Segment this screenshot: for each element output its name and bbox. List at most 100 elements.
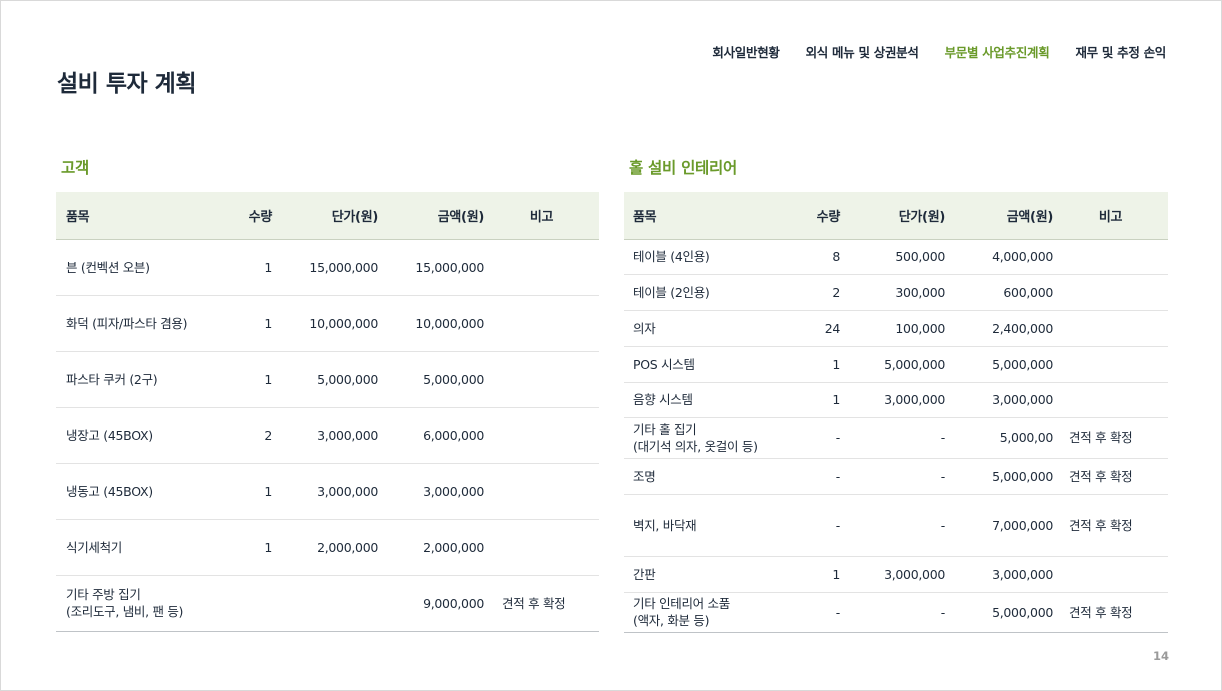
table-row: 벽지, 바닥재 - -7,000,000 견적 후 확정 [624,494,1168,557]
cell-item: POS 시스템 [624,346,794,383]
page-title: 설비 투자 계획 [57,71,196,97]
table-row: 의자 24 100,000 2,400,000 [624,310,1168,347]
cell-item-line: 기타 인테리어 소품 [633,596,730,611]
cell-amount: 7,000,000 [945,494,1053,557]
cell-item: 간판 [624,556,794,593]
cell-item: 의자 [624,310,794,347]
cell-amount: 5,000,000 [945,458,1053,495]
table-row: 간판 1 3,000,000 3,000,000 [624,556,1168,593]
cell-item-line: (대기석 의자, 옷걸이 등) [633,438,758,454]
header-unit-price: 단가(원) [840,192,945,240]
cell-note: 견적 후 확정 [484,575,599,632]
table-row: 기타 홀 집기 (대기석 의자, 옷걸이 등) - -5,000,00 견적 후 확정 [624,417,1168,459]
cell-unit-price [272,575,378,632]
cell-note [484,407,599,464]
cell-unit-price: - [840,494,945,557]
nav-item-menu-market-analysis[interactable]: 외식 메뉴 및 상권분석 [805,45,919,60]
cell-qty: - [794,417,840,459]
cell-amount: 3,000,000 [945,382,1053,418]
header-qty: 수량 [794,192,840,240]
cell-note [484,351,599,408]
top-navigation: 회사일반현황 외식 메뉴 및 상권분석 부문별 사업추진계획 재무 및 추정 손… [712,42,1166,61]
table-row: 음향 시스템 1 3,000,000 3,000,000 [624,382,1168,418]
cell-item-line: 화덕 (피자/파스타 겸용) [66,315,188,331]
cell-note [484,239,599,296]
header-amount: 금액(원) [945,192,1053,240]
table-row: 냉동고 (45BOX) 1 3,000,000 3,000,000 [56,463,599,520]
table-row: 테이블 (4인용) 8 500,000 4,000,000 [624,239,1168,275]
kitchen-table-body: 븐 (컨벡션 오븐) 1 15,000,000 15,000,000 화덕 (피자/파스… [56,239,599,632]
cell-item-line: 벽지, 바닥재 [633,517,697,533]
table-row: POS 시스템 1 5,000,000 5,000,000 [624,346,1168,383]
cell-amount: 10,000,000 [378,295,484,352]
cell-item: 벽지, 바닥재 [624,494,794,557]
cell-item-line: 음향 시스템 [633,392,693,407]
cell-item-line: 기타 홀 집기 [633,421,697,437]
header-note: 비고 [1053,192,1168,240]
cell-qty: 1 [226,295,272,352]
cell-qty: 1 [794,382,840,418]
cell-note [1053,556,1168,593]
cell-unit-price: - [840,458,945,495]
cell-item: 기타 홀 집기 (대기석 의자, 옷걸이 등) [624,417,794,459]
table-row: 식기세척기 1 2,000,000 2,000,000 [56,519,599,576]
cell-note [1053,346,1168,383]
table-row: 븐 (컨벡션 오븐) 1 15,000,000 15,000,000 [56,239,599,296]
cell-item-line: 기타 주방 집기 [66,587,141,602]
header-qty: 수량 [226,192,272,240]
hall-section-title: 홀 설비 인테리어 [629,159,737,177]
cell-qty: 1 [794,346,840,383]
cell-unit-price: 5,000,000 [272,351,378,408]
cell-qty: - [794,592,840,633]
cell-note: 견적 후 확정 [1053,494,1168,557]
cell-qty: - [794,458,840,495]
cell-note [484,463,599,520]
cell-item-line: (조리도구, 냄비, 팬 등) [66,604,184,619]
cell-amount: 5,000,000 [945,346,1053,383]
cell-note [1053,310,1168,347]
cell-amount: 6,000,000 [378,407,484,464]
cell-amount: 5,000,000 [945,592,1053,633]
cell-note: 견적 후 확정 [1053,592,1168,633]
cell-unit-price: 10,000,000 [272,295,378,352]
nav-item-business-plan[interactable]: 부문별 사업추진계획 [944,45,1050,60]
nav-item-finance[interactable]: 재무 및 추정 손익 [1075,45,1166,60]
cell-item-line: 의자 [633,320,656,336]
cell-unit-price: 3,000,000 [840,382,945,418]
table-row: 화덕 (피자/파스타 겸용) 1 10,000,000 10,000,000 [56,295,599,352]
cell-qty: 8 [794,239,840,275]
cell-item-line: 테이블 (2인용) [633,284,710,300]
table-row: 기타 인테리어 소품 (액자, 화분 등) - -5,000,000 견적 후 확정 [624,592,1168,633]
kitchen-equipment-table: 품목 수량 단가(원) 금액(원) 비고 븐 (컨벡션 오븐) 1 15,000,0… [56,192,599,632]
cell-note [1053,382,1168,418]
nav-item-company-overview[interactable]: 회사일반현황 [712,45,780,60]
header-note: 비고 [484,192,599,240]
cell-item: 냉장고 (45BOX) [56,407,226,464]
cell-item-line: 테이블 (4인용) [633,249,710,264]
cell-qty: 1 [226,463,272,520]
cell-amount: 15,000,000 [378,239,484,296]
table-row: 테이블 (2인용) 2 300,000 600,000 [624,274,1168,311]
cell-amount: 3,000,000 [945,556,1053,593]
cell-note: 견적 후 확정 [1053,458,1168,495]
kitchen-section-title: 고객 [61,159,89,177]
cell-unit-price: 3,000,000 [840,556,945,593]
table-row: 파스타 쿠커 (2구) 1 5,000,000 5,000,000 [56,351,599,408]
cell-item: 테이블 (4인용) [624,239,794,275]
cell-note [484,295,599,352]
cell-item-line: 냉동고 (45BOX) [66,483,153,499]
cell-item-line: 조명 [633,468,656,484]
cell-item-line: 냉장고 (45BOX) [66,427,153,443]
cell-item: 파스타 쿠커 (2구) [56,351,226,408]
cell-unit-price: 2,000,000 [272,519,378,576]
cell-qty: 1 [794,556,840,593]
cell-note [1053,274,1168,311]
header-item: 품목 [624,192,794,240]
cell-item-line: 파스타 쿠커 (2구) [66,371,158,387]
table-row: 조명 - -5,000,000 견적 후 확정 [624,458,1168,495]
cell-item: 식기세척기 [56,519,226,576]
cell-item: 냉동고 (45BOX) [56,463,226,520]
cell-note: 견적 후 확정 [1053,417,1168,459]
cell-item-line: 간판 [633,566,656,582]
header-unit-price: 단가(원) [272,192,378,240]
